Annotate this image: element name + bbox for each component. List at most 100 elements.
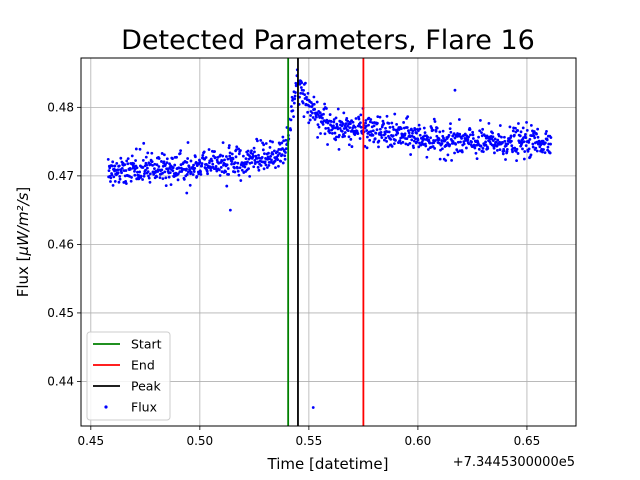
flux-point	[385, 139, 389, 143]
flux-point	[111, 184, 115, 187]
flux-point	[289, 105, 293, 108]
flux-point	[496, 138, 500, 142]
flux-point	[501, 140, 504, 144]
flux-point	[241, 154, 245, 158]
flux-point	[344, 122, 348, 126]
flux-point	[431, 128, 435, 132]
flux-point	[309, 101, 313, 104]
flux-point	[113, 164, 117, 168]
flux-point	[442, 136, 445, 140]
flux-point	[471, 130, 475, 134]
flux-point	[505, 147, 509, 151]
flux-point	[340, 124, 344, 128]
flux-point	[323, 102, 327, 106]
flux-point	[466, 138, 470, 141]
flux-point	[448, 127, 452, 130]
flux-point	[108, 166, 112, 170]
flux-point	[146, 170, 150, 174]
flux-point	[220, 170, 224, 174]
flux-point	[322, 112, 325, 116]
flux-point	[118, 177, 122, 181]
flux-point	[535, 132, 538, 136]
flux-point	[291, 109, 295, 113]
flux-point	[526, 149, 530, 153]
flux-point	[495, 148, 499, 152]
flux-point	[456, 150, 460, 154]
flux-point	[243, 165, 247, 169]
flux-point	[511, 129, 515, 133]
flux-point	[142, 141, 146, 145]
flux-point	[542, 148, 545, 151]
flux-point	[259, 138, 263, 142]
flux-point	[511, 150, 514, 154]
flux-point	[276, 158, 280, 162]
flux-point	[150, 160, 154, 164]
flux-point	[240, 168, 244, 172]
flux-point	[165, 161, 169, 165]
flux-point	[313, 118, 317, 121]
flux-point	[431, 145, 435, 148]
flux-point	[145, 163, 149, 167]
flux-point	[329, 120, 333, 123]
flux-point	[433, 139, 437, 142]
flux-point	[282, 139, 286, 143]
flux-point	[264, 163, 268, 167]
flux-point	[304, 81, 307, 85]
flux-point	[284, 147, 288, 151]
flux-point	[418, 141, 421, 145]
flux-point	[403, 132, 407, 136]
flux-point	[150, 151, 154, 155]
flux-point	[422, 137, 426, 141]
flux-point	[237, 152, 241, 156]
flux-point	[316, 123, 320, 127]
flux-point	[199, 173, 203, 176]
flux-point	[185, 173, 189, 176]
y-tick-label: 0.48	[47, 100, 74, 114]
flux-point	[144, 155, 148, 159]
flux-point	[440, 142, 444, 145]
flux-point	[328, 131, 332, 135]
flux-point	[448, 143, 452, 147]
flux-point	[459, 140, 462, 144]
flux-point	[527, 147, 531, 151]
flux-point	[341, 122, 345, 126]
flux-point	[342, 111, 346, 115]
flux-point	[508, 125, 512, 129]
flux-point	[226, 157, 230, 161]
flux-point	[230, 162, 233, 166]
flux-point	[453, 151, 456, 155]
flux-point	[143, 172, 146, 176]
flux-point	[324, 126, 328, 130]
flux-point	[357, 117, 361, 121]
flux-point	[136, 170, 139, 174]
flux-point	[392, 142, 396, 146]
flux-point	[486, 147, 490, 150]
flux-point	[292, 101, 296, 105]
flux-point	[327, 128, 331, 132]
flux-point	[301, 101, 305, 105]
flux-point	[391, 134, 395, 138]
flux-point	[429, 136, 432, 140]
flux-point	[336, 127, 340, 131]
flux-point	[393, 112, 397, 116]
flux-point	[133, 173, 137, 177]
flux-point	[302, 115, 306, 119]
flux-point	[493, 137, 497, 141]
flux-point	[299, 91, 303, 95]
flux-point	[134, 159, 137, 162]
flux-point	[441, 129, 445, 133]
flux-point	[155, 163, 159, 167]
flux-point	[185, 191, 189, 195]
flux-point	[331, 127, 335, 130]
flux-point	[239, 149, 242, 152]
flux-point	[225, 155, 228, 158]
flux-point	[376, 115, 380, 119]
x-tick-label: 0.55	[296, 434, 323, 448]
flux-point	[267, 163, 271, 167]
flux-point	[189, 170, 193, 174]
flux-point	[435, 134, 439, 138]
flux-point	[400, 127, 403, 130]
flux-point	[326, 121, 330, 125]
flux-point	[388, 126, 392, 129]
flux-point	[548, 151, 552, 155]
